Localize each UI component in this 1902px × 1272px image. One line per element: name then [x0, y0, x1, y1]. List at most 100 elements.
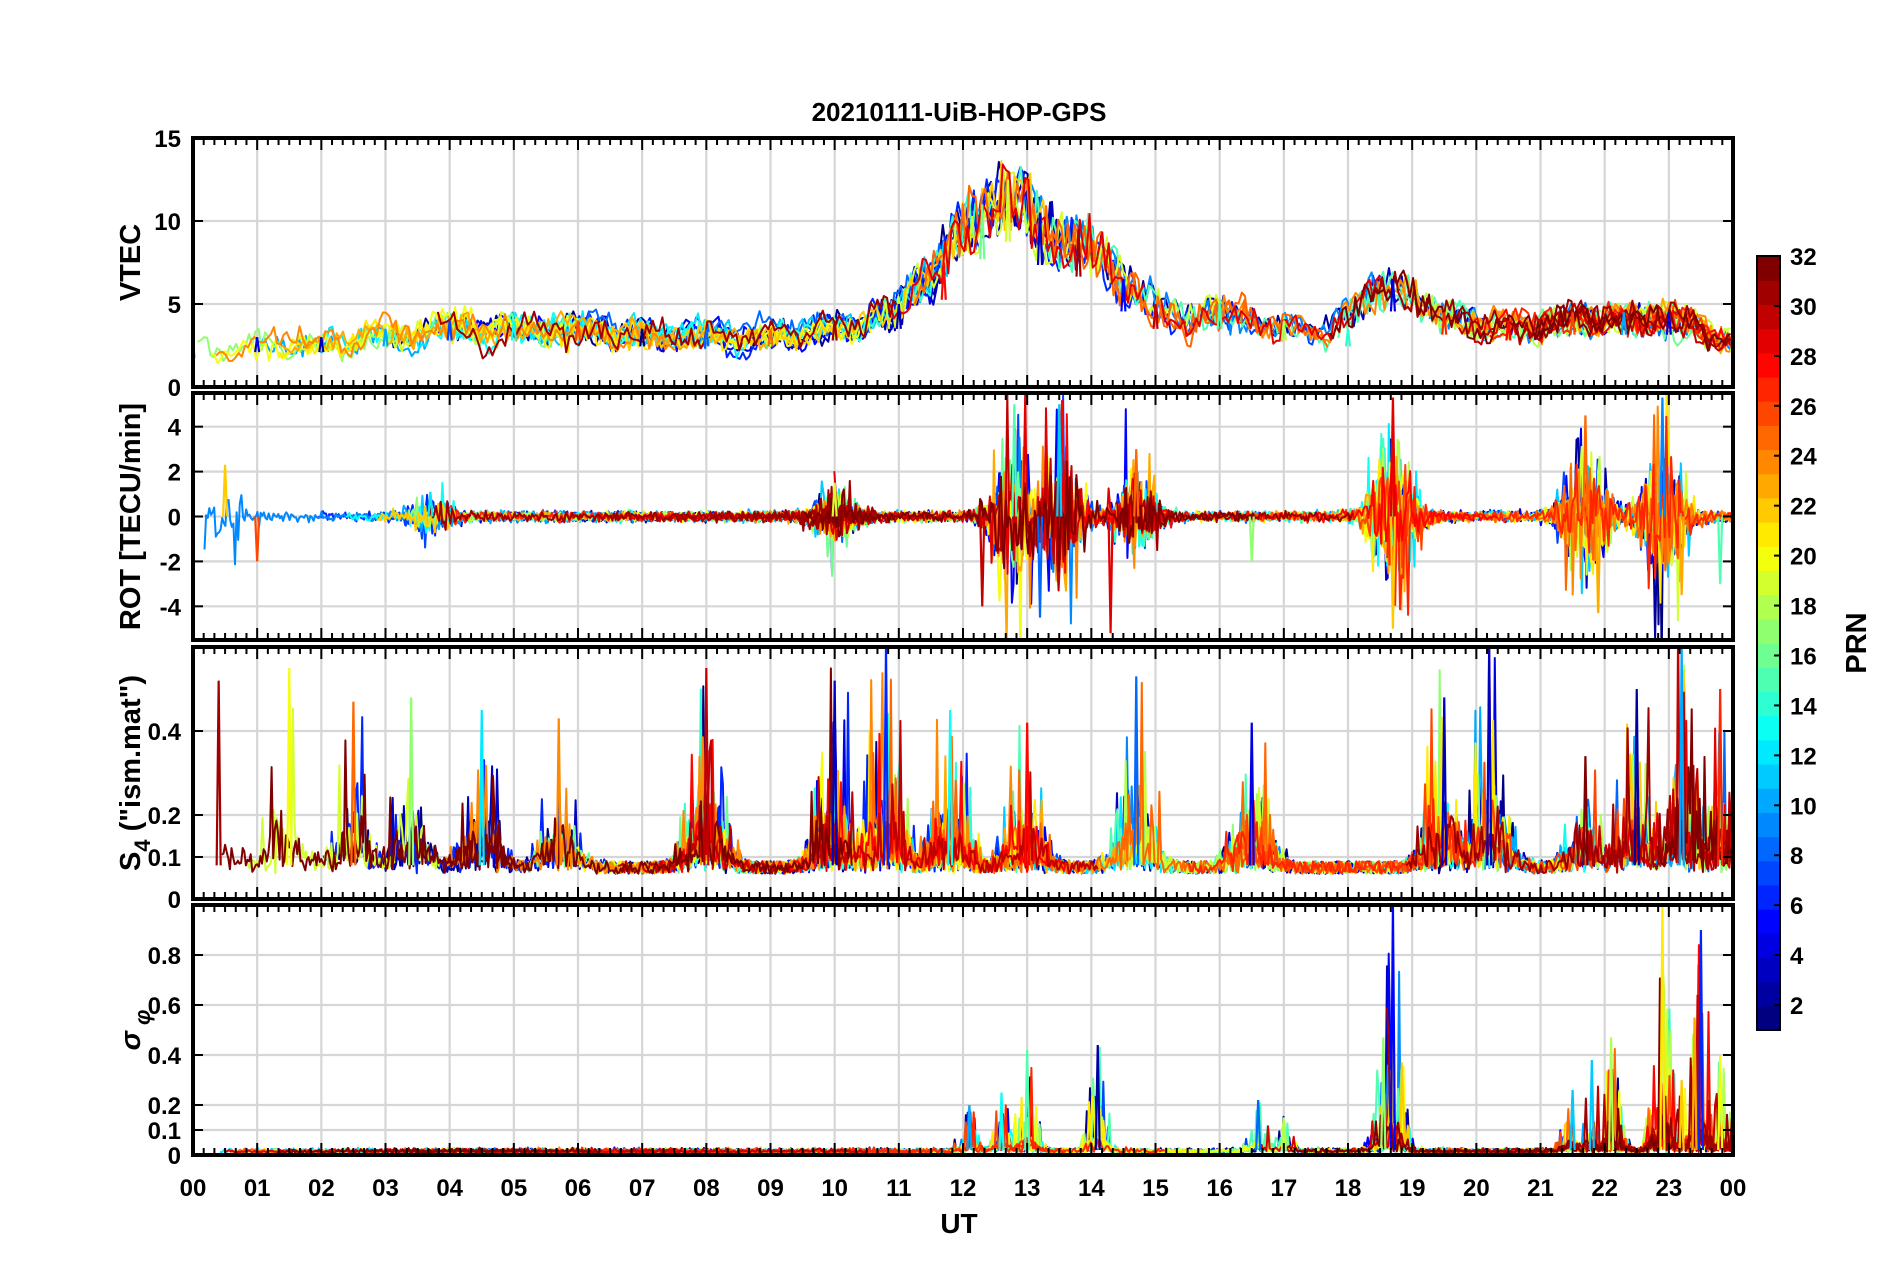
- peak-spike: [882, 647, 890, 866]
- y-tick-label: 0.6: [148, 993, 181, 1020]
- prn-trace: [617, 1147, 868, 1154]
- peak-spike: [1056, 404, 1063, 517]
- peak-spike: [1659, 905, 1666, 1151]
- peak-spike: [1011, 404, 1018, 517]
- peak-spike: [1595, 516, 1602, 614]
- y-tick-label: -2: [160, 549, 181, 576]
- colorbar-band: [1757, 812, 1780, 838]
- x-tick-label: 16: [1206, 1175, 1233, 1202]
- rot-y-ticks: -4 -2 0 2 4: [160, 415, 1733, 621]
- peak-spike: [1248, 516, 1255, 562]
- peak-spike: [1216, 303, 1223, 329]
- y-tick-label: 0: [168, 887, 181, 914]
- prn-trace: [345, 481, 653, 534]
- colorbar-band: [1757, 570, 1780, 596]
- colorbar-band: [1757, 376, 1780, 402]
- peak-spike: [1280, 320, 1287, 341]
- colorbar-band: [1757, 280, 1780, 305]
- s4-traces: [215, 647, 1733, 875]
- x-axis-label: UT: [940, 1208, 977, 1239]
- peak-spike: [1152, 303, 1159, 329]
- peak-spike: [215, 680, 222, 866]
- colorbar-band: [1757, 546, 1780, 572]
- sigma-phi-grid: [193, 905, 1733, 1155]
- colorbar-band: [1757, 449, 1780, 475]
- s4-panel: 0 0.1 0.2 0.4S4 ("ism.mat"): [115, 645, 1735, 914]
- peak-spike: [1075, 229, 1082, 277]
- colorbar-band: [1757, 739, 1780, 765]
- peak-spike: [1389, 279, 1397, 312]
- peak-spike: [350, 701, 357, 866]
- peak-spike: [408, 697, 415, 866]
- colorbar-band: [1757, 1005, 1780, 1031]
- peak-spike: [555, 718, 562, 866]
- peak-spike: [1120, 279, 1127, 312]
- x-tick-label: 13: [1014, 1175, 1041, 1202]
- peak-spike: [703, 667, 710, 866]
- prn-trace: [603, 494, 934, 577]
- x-tick-label: 01: [244, 1175, 271, 1202]
- peak-spike: [1036, 212, 1044, 266]
- x-tick-labels: 00 01 02 03 04 05 06 07 08 09 10 11 12 13 14 15 16 17 18 19…: [180, 1175, 1747, 1202]
- x-tick-label: 07: [629, 1175, 656, 1202]
- colorbar-band: [1757, 643, 1780, 668]
- colorbar-tick-label: 30: [1790, 294, 1817, 321]
- x-tick-label: 11: [886, 1175, 911, 1202]
- prn-trace: [1533, 304, 1732, 352]
- y-tick-label: 0: [168, 505, 181, 532]
- colorbar-tick-label: 10: [1790, 793, 1817, 820]
- peak-spike: [831, 320, 838, 341]
- peak-spike: [1505, 320, 1512, 341]
- colorbar-tick-label: 8: [1790, 843, 1803, 870]
- y-tick-label: 0: [168, 375, 181, 402]
- colorbar-band: [1757, 497, 1780, 523]
- peak-spike: [1588, 1059, 1595, 1151]
- rot-y-label: ROT [TECU/min]: [115, 403, 147, 630]
- prn-trace: [1208, 455, 1518, 611]
- peak-spike: [1255, 1099, 1262, 1151]
- peak-spike: [446, 320, 453, 341]
- peak-spike: [1133, 676, 1140, 866]
- colorbar-tick-label: 24: [1790, 444, 1817, 471]
- chart-title: 20210111-UiB-HOP-GPS: [812, 97, 1107, 127]
- sigma-phi-y-label: σ φ: [115, 1010, 155, 1051]
- peak-spike: [574, 320, 582, 341]
- peak-spike: [1678, 647, 1685, 866]
- prn-trace: [428, 479, 875, 532]
- sigma-phi-panel: 00.10.2 0.4 0.6 0.8 σ φ: [115, 903, 1735, 1170]
- x-tick-label: 02: [308, 1175, 335, 1202]
- peak-spike: [1248, 722, 1255, 866]
- peak-spike: [478, 709, 485, 866]
- x-tick-label: 21: [1527, 1175, 1554, 1202]
- colorbar-band: [1757, 618, 1780, 644]
- prn-trace: [221, 739, 522, 874]
- prn-trace: [215, 311, 676, 362]
- x-tick-label: 04: [436, 1175, 463, 1202]
- y-tick-label: 0.2: [148, 803, 181, 830]
- x-tick-label: 06: [565, 1175, 592, 1202]
- y-tick-label: 2: [168, 460, 181, 487]
- peak-spike: [1717, 516, 1724, 584]
- s4-x-ticks: [192, 647, 1734, 899]
- peak-spike: [1486, 647, 1493, 866]
- y-tick-label: 0.8: [148, 943, 181, 970]
- x-tick-label: 18: [1335, 1175, 1362, 1202]
- prn-trace: [913, 172, 1266, 348]
- prn-trace: [1371, 270, 1733, 348]
- sigma-phi-traces: [219, 905, 1733, 1154]
- peak-spike: [318, 337, 325, 353]
- peak-spike: [254, 337, 261, 353]
- peak-spike: [382, 328, 389, 347]
- vtec-x-ticks: [192, 138, 1734, 387]
- peak-spike: [1717, 688, 1724, 866]
- colorbar-tick-label: 26: [1790, 394, 1817, 421]
- colorbar-tick-label: 4: [1790, 943, 1804, 970]
- x-tick-label: 00: [1720, 1175, 1747, 1202]
- peak-spike: [1678, 516, 1685, 596]
- prn-trace: [1031, 1080, 1349, 1154]
- peak-spike: [1633, 688, 1640, 866]
- colorbar-band: [1757, 328, 1780, 354]
- prn-trace: [1312, 1012, 1653, 1154]
